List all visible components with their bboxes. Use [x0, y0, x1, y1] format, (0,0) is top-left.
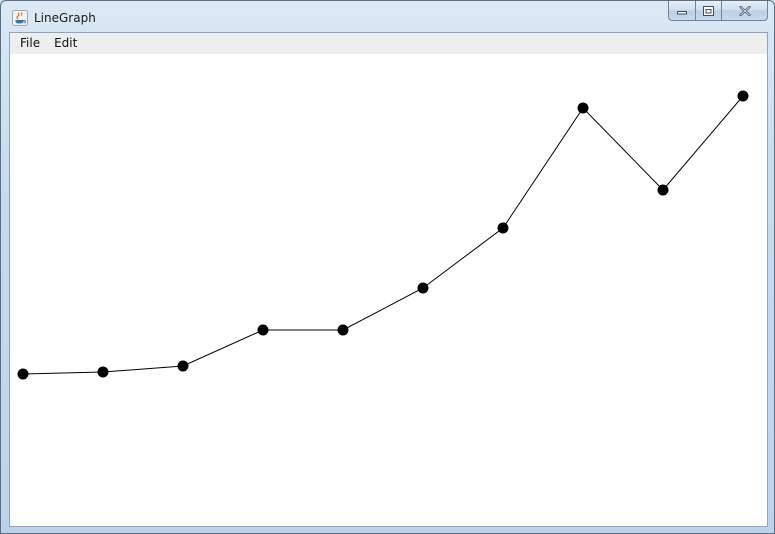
data-point-1: [17, 368, 29, 380]
data-point-6: [417, 282, 429, 294]
minimize-icon: [677, 10, 687, 14]
data-point-9: [657, 184, 669, 196]
data-point-4: [257, 324, 269, 336]
title-bar[interactable]: LineGraph: [1, 1, 774, 32]
menu-bar: File Edit: [10, 33, 767, 54]
close-icon: [738, 5, 751, 16]
close-button[interactable]: [721, 1, 768, 21]
menu-edit[interactable]: Edit: [54, 36, 78, 50]
data-point-5: [337, 324, 349, 336]
client-area: File Edit: [9, 32, 768, 527]
restore-button[interactable]: [695, 1, 721, 21]
data-point-3: [177, 360, 189, 372]
series-line: [22, 95, 744, 375]
data-point-8: [577, 102, 589, 114]
caption-buttons: [668, 1, 768, 22]
java-cup-icon: [12, 10, 28, 26]
restore-icon: [703, 5, 714, 16]
data-point-2: [97, 366, 109, 378]
minimize-button[interactable]: [668, 1, 695, 21]
graph-panel: [10, 54, 767, 526]
menu-file[interactable]: File: [20, 36, 41, 50]
data-point-7: [497, 222, 509, 234]
line-graph: [17, 90, 749, 380]
window-title: LineGraph: [34, 11, 96, 25]
data-point-10: [737, 90, 749, 102]
